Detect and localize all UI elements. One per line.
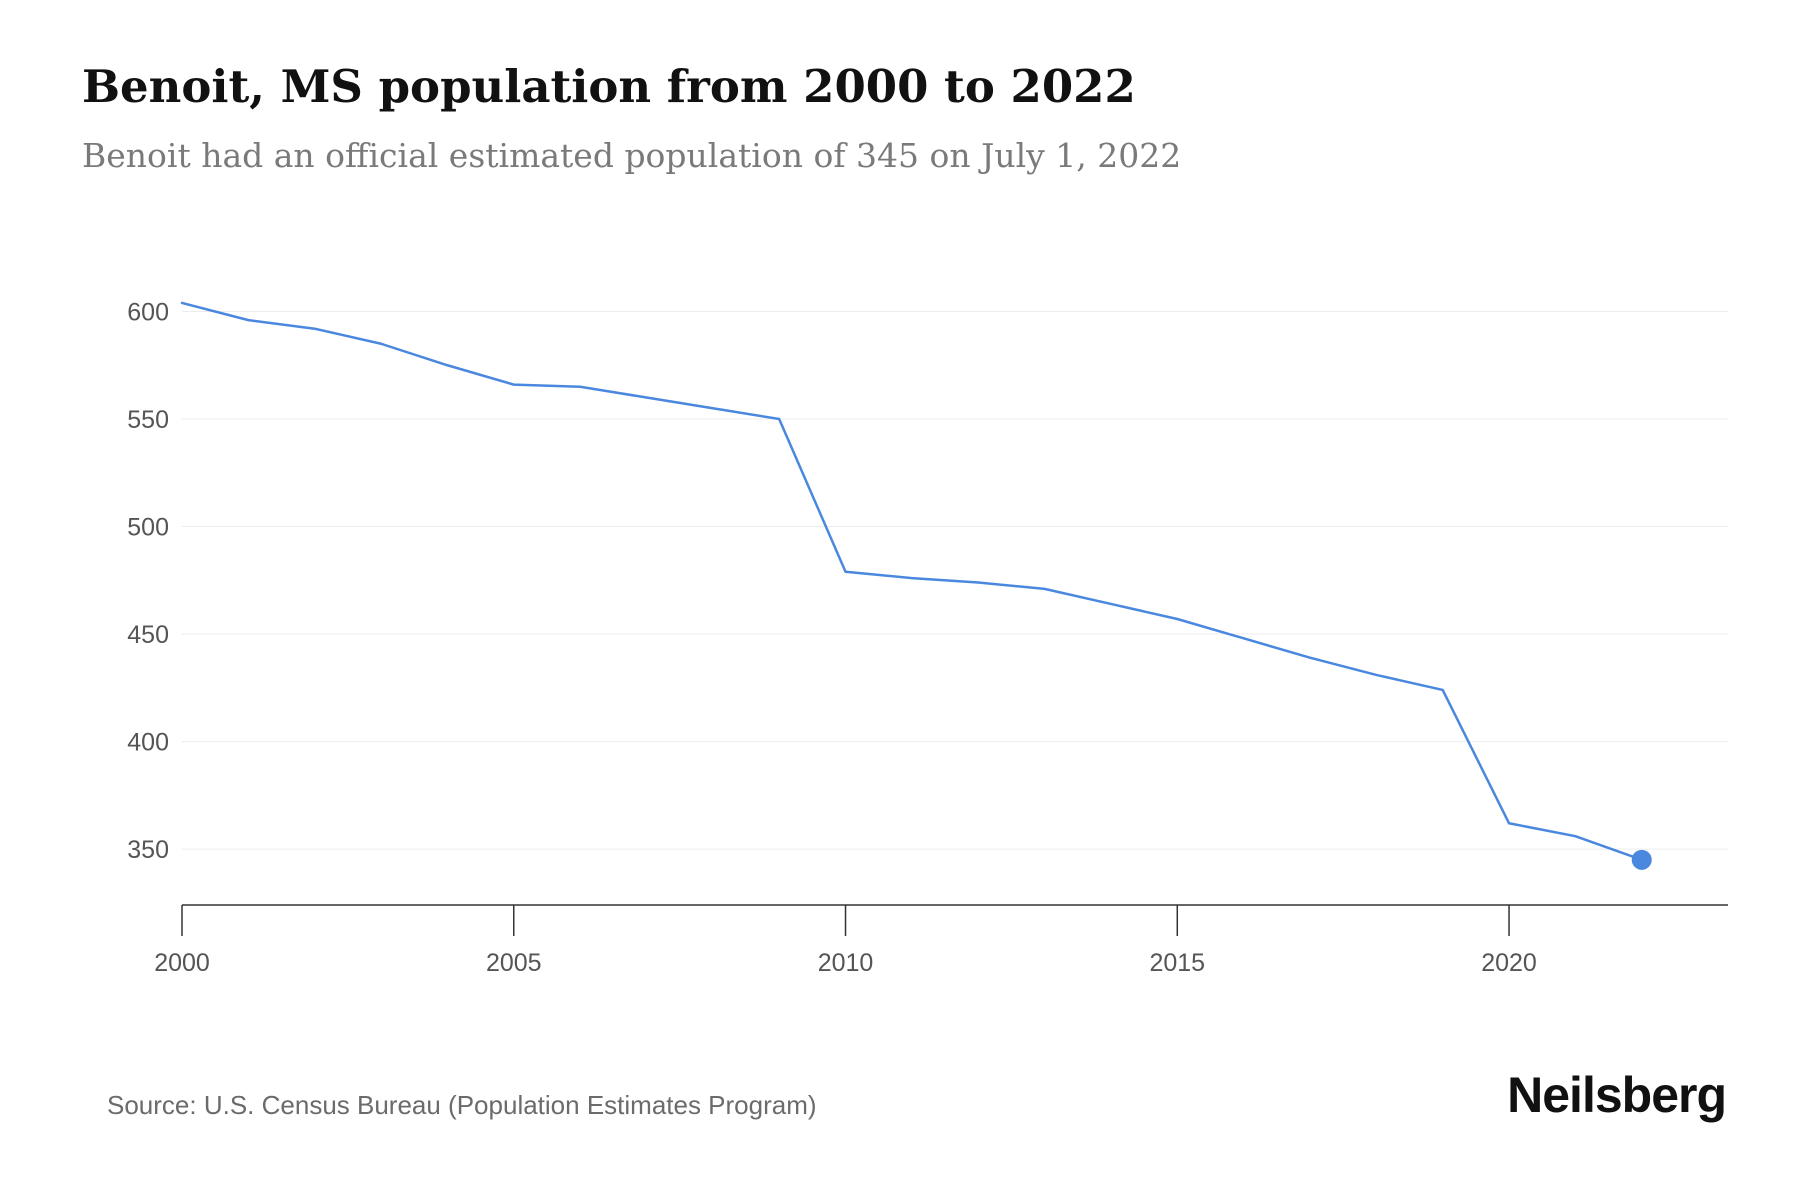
- y-tick-label: 450: [127, 621, 169, 649]
- x-tick-label: 2020: [1481, 949, 1537, 977]
- population-line: [180, 301, 1643, 862]
- chart-title: Benoit, MS population from 2000 to 2022: [82, 60, 1136, 113]
- x-tick-label: 2015: [1149, 949, 1205, 977]
- last-data-point: [1631, 849, 1652, 870]
- y-tick-label: 400: [127, 729, 169, 757]
- x-tick-label: 2005: [486, 949, 542, 977]
- chart-subtitle: Benoit had an official estimated populat…: [82, 136, 1182, 175]
- x-tick-label: 2000: [154, 949, 210, 977]
- y-tick-label: 500: [127, 514, 169, 542]
- source-note: Source: U.S. Census Bureau (Population E…: [107, 1090, 817, 1120]
- y-tick-label: 600: [127, 299, 169, 327]
- y-tick-label: 550: [127, 406, 169, 434]
- y-tick-label: 350: [127, 836, 169, 864]
- brand-logo: Neilsberg: [1507, 1067, 1727, 1123]
- population-line-chart: 350 400 450 500 550 600 2000 2005 2010 2015 2020: [127, 299, 1728, 977]
- x-tick-label: 2010: [818, 949, 874, 977]
